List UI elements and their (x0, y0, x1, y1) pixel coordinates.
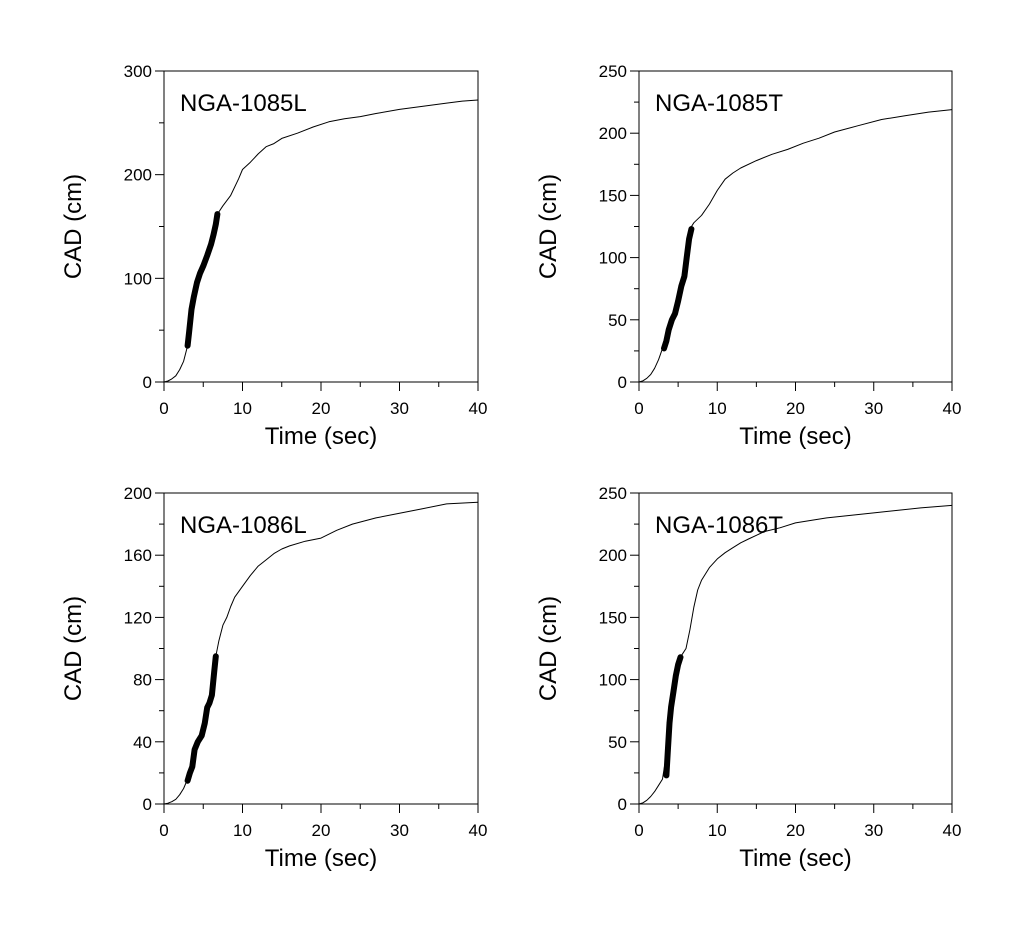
x-tick-label: 40 (469, 821, 488, 840)
strong-motion-segment-line (184, 653, 219, 784)
x-tick-label: 0 (634, 821, 643, 840)
x-tick-label: 0 (159, 821, 168, 840)
y-tick-label: 80 (133, 671, 152, 690)
plot-frame (163, 70, 479, 383)
panel-label: NGA-1086T (655, 512, 783, 539)
x-tick-label: 10 (233, 399, 252, 418)
strong-motion-segment-line (184, 211, 221, 349)
y-tick-label: 0 (618, 373, 627, 392)
x-axis-label: Time (sec) (739, 423, 851, 450)
x-tick-label: 20 (312, 821, 331, 840)
y-tick-label: 200 (599, 546, 627, 565)
y-tick-label: 100 (599, 671, 627, 690)
y-tick-label: 200 (124, 484, 152, 503)
y-tick-label: 200 (124, 166, 152, 185)
chart-panel-3: 0 10 20 30 40 0 40 80 120 160 200 Time (sec) CAD (cm… (60, 484, 487, 872)
x-tick-label: 30 (390, 821, 409, 840)
panel-label: NGA-1085L (180, 90, 307, 117)
y-axis-label: CAD (cm) (60, 596, 87, 701)
x-tick-label: 10 (708, 399, 727, 418)
panel-label: NGA-1085T (655, 90, 783, 117)
chart-panel-1: 0 10 20 30 40 0 100 200 300 Time (sec) CAD (cm) NGA… (60, 62, 487, 450)
x-tick-label: 0 (159, 399, 168, 418)
y-tick-label: 50 (608, 311, 627, 330)
y-tick-label: 0 (618, 795, 627, 814)
x-tick-label: 30 (864, 821, 883, 840)
plot-frame (638, 70, 953, 383)
cad-curve-line (638, 504, 953, 805)
x-tick-label: 20 (312, 399, 331, 418)
x-tick-label: 20 (786, 399, 805, 418)
cad-curve-line (163, 99, 479, 383)
y-tick-label: 100 (599, 249, 627, 268)
x-tick-label: 10 (708, 821, 727, 840)
y-tick-label: 250 (599, 62, 627, 81)
x-axis-label: Time (sec) (265, 423, 377, 450)
y-tick-label: 150 (599, 186, 627, 205)
plot-frame (163, 492, 479, 805)
y-tick-label: 160 (124, 546, 152, 565)
y-tick-label: 120 (124, 608, 152, 627)
x-tick-label: 10 (233, 821, 252, 840)
x-tick-label: 40 (943, 821, 962, 840)
chart-panel-4: 0 10 20 30 40 0 50 100 150 200 250 Time (sec) CAD (c… (535, 484, 961, 872)
cad-curve-line (638, 109, 953, 383)
x-tick-label: 30 (864, 399, 883, 418)
chart-panel-2: 0 10 20 30 40 0 50 100 150 200 250 Time (sec) CAD (c… (535, 62, 961, 450)
x-tick-label: 40 (943, 399, 962, 418)
y-tick-label: 40 (133, 733, 152, 752)
y-tick-label: 50 (608, 733, 627, 752)
y-tick-label: 250 (599, 484, 627, 503)
x-tick-label: 20 (786, 821, 805, 840)
x-axis-label: Time (sec) (265, 845, 377, 872)
x-tick-label: 30 (390, 399, 409, 418)
y-tick-label: 300 (124, 62, 152, 81)
x-tick-label: 0 (634, 399, 643, 418)
y-axis-label: CAD (cm) (535, 174, 562, 279)
strong-motion-segment-line (663, 654, 684, 779)
y-axis-label: CAD (cm) (535, 596, 562, 701)
y-axis-label: CAD (cm) (60, 174, 87, 279)
x-axis-label: Time (sec) (739, 845, 851, 872)
y-tick-label: 0 (143, 795, 152, 814)
cad-curve-line (163, 501, 479, 805)
y-tick-label: 100 (124, 269, 152, 288)
y-tick-label: 0 (143, 373, 152, 392)
panel-label: NGA-1086L (180, 512, 307, 539)
y-tick-label: 200 (599, 124, 627, 143)
strong-motion-segment-line (661, 226, 695, 352)
x-tick-label: 40 (469, 399, 488, 418)
y-tick-label: 150 (599, 608, 627, 627)
